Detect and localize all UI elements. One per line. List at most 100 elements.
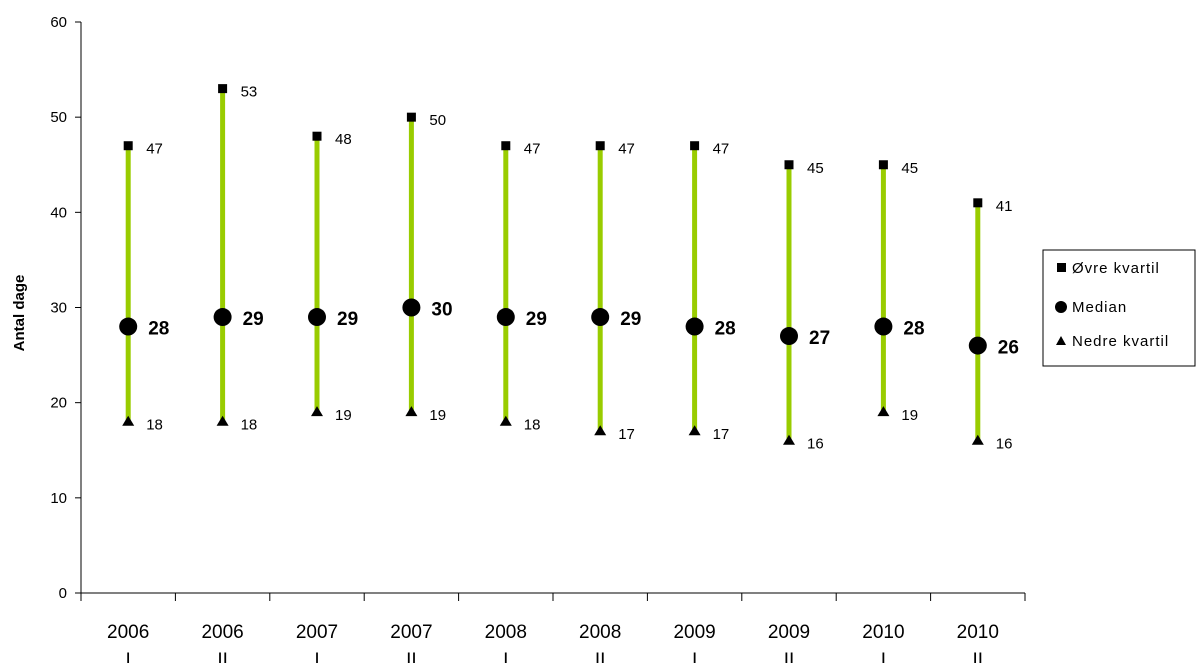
upper-quartile-marker [123, 141, 133, 151]
lower-quartile-marker [405, 406, 418, 417]
lower-quartile-marker [122, 415, 135, 426]
median-marker [308, 308, 326, 327]
lower-quartile-marker [688, 425, 701, 436]
median-label: 27 [809, 328, 830, 349]
lower-quartile-label: 18 [524, 417, 541, 434]
upper-quartile-label: 48 [335, 131, 352, 148]
median-marker [780, 327, 798, 346]
x-category-half-label: I [126, 650, 131, 663]
median-marker [685, 317, 704, 336]
upper-quartile-label: 53 [241, 84, 258, 101]
median-label: 29 [243, 309, 264, 330]
x-category-half-label: II [406, 650, 417, 663]
upper-quartile-marker [312, 131, 322, 141]
median-label: 29 [620, 309, 641, 330]
x-category-half-label: I [692, 650, 697, 663]
upper-quartile-marker [406, 112, 416, 122]
x-category-year-label: 2007 [390, 622, 432, 643]
range-bars [125, 88, 981, 441]
upper-quartile-marker [218, 84, 228, 94]
upper-quartile-marker [501, 141, 511, 151]
upper-quartile-marker [784, 160, 794, 170]
y-tick-label: 60 [50, 14, 67, 31]
median-label: 26 [998, 338, 1019, 359]
upper-quartile-marker [878, 160, 888, 170]
x-category-half-label: I [314, 650, 319, 663]
x-category-half-label: II [595, 650, 606, 663]
y-tick-label: 0 [59, 585, 67, 602]
median-label: 28 [715, 319, 736, 340]
lower-quartile-marker [971, 434, 984, 445]
lower-quartile-label: 17 [713, 426, 730, 443]
lower-quartile-label: 19 [901, 407, 918, 424]
legend-triangle-icon [1056, 336, 1066, 345]
upper-quartile-label: 41 [996, 198, 1013, 215]
upper-quartile-label: 47 [524, 141, 541, 158]
y-tick-label: 20 [50, 395, 67, 412]
y-tick-label: 30 [50, 300, 67, 317]
x-category-half-label: I [503, 650, 508, 663]
lower-quartile-label: 17 [618, 426, 635, 443]
median-label: 28 [903, 319, 924, 340]
median-marker [591, 308, 610, 327]
upper-quartile-marker [973, 198, 983, 208]
lower-quartile-marker [783, 434, 795, 445]
axes: 01020304050602006I2006II2007I2007II2008I… [50, 14, 1026, 663]
median-label: 29 [526, 309, 547, 330]
upper-quartile-label: 45 [901, 160, 918, 177]
x-category-year-label: 2008 [579, 622, 621, 643]
legend: Øvre kvartil Median Nedre kvartil [1042, 249, 1196, 367]
median-marker [213, 308, 232, 327]
x-category-year-label: 2010 [862, 622, 904, 643]
y-tick-label: 50 [50, 109, 67, 126]
median-label: 28 [148, 319, 169, 340]
legend-label-lower-quartile: Nedre kvartil [1072, 333, 1169, 350]
upper-quartile-marker [690, 141, 700, 151]
lower-quartile-label: 16 [807, 436, 824, 453]
legend-square-icon [1057, 263, 1066, 272]
upper-quartile-label: 47 [146, 141, 163, 158]
lower-quartile-label: 19 [335, 407, 352, 424]
upper-quartile-marker [595, 141, 605, 151]
x-category-half-label: II [784, 650, 795, 663]
x-category-year-label: 2009 [673, 622, 715, 643]
upper-quartile-label: 50 [429, 112, 446, 129]
upper-quartile-label: 47 [618, 141, 635, 158]
lower-quartile-marker [499, 415, 512, 426]
x-category-year-label: 2006 [201, 622, 243, 643]
median-marker [968, 336, 987, 355]
legend-label-upper-quartile: Øvre kvartil [1072, 260, 1160, 277]
median-label: 30 [431, 300, 452, 321]
upper-quartile-label: 47 [713, 141, 730, 158]
x-category-half-label: I [881, 650, 886, 663]
lower-quartile-label: 19 [429, 407, 446, 424]
x-category-year-label: 2010 [957, 622, 999, 643]
legend-circle-icon [1055, 301, 1067, 313]
lower-quartile-marker [877, 406, 890, 417]
y-axis-label: Antal dage [11, 275, 28, 352]
lower-quartile-marker [216, 415, 229, 426]
y-tick-label: 40 [50, 204, 67, 221]
y-tick-label: 10 [50, 490, 67, 507]
x-category-year-label: 2009 [768, 622, 810, 643]
x-category-half-label: II [973, 650, 984, 663]
lower-quartile-marker [311, 406, 323, 417]
x-category-year-label: 2007 [296, 622, 338, 643]
lower-quartile-label: 18 [241, 417, 258, 434]
data-labels: 47 28 18 53 29 18 48 29 19 50 30 19 47 29 18 47 29 17 47 28… [146, 84, 1019, 453]
median-marker [119, 317, 138, 336]
x-category-year-label: 2006 [107, 622, 149, 643]
lower-quartile-label: 16 [996, 436, 1013, 453]
lower-quartile-marker [594, 425, 607, 436]
legend-label-median: Median [1072, 299, 1127, 316]
median-marker [402, 298, 421, 317]
lower-quartile-label: 18 [146, 417, 163, 434]
median-marker [496, 308, 515, 327]
x-category-year-label: 2008 [485, 622, 527, 643]
median-marker [874, 317, 893, 336]
x-category-half-label: II [217, 650, 228, 663]
median-label: 29 [337, 309, 358, 330]
upper-quartile-label: 45 [807, 160, 824, 177]
legend-box [1042, 249, 1196, 367]
